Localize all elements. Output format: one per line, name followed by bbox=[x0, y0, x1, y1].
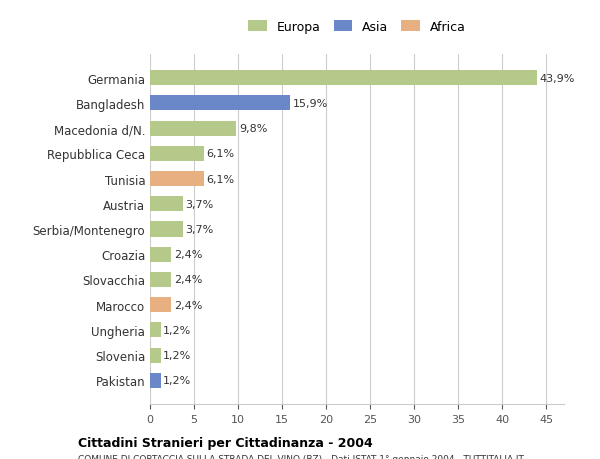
Bar bbox=[150, 297, 171, 313]
Bar bbox=[150, 146, 204, 162]
Bar bbox=[150, 373, 161, 388]
Text: 1,2%: 1,2% bbox=[163, 350, 191, 360]
Bar bbox=[150, 272, 171, 287]
Bar bbox=[150, 222, 182, 237]
Bar bbox=[150, 172, 204, 187]
Bar bbox=[150, 197, 182, 212]
Text: 6,1%: 6,1% bbox=[206, 174, 235, 184]
Text: 43,9%: 43,9% bbox=[539, 73, 575, 84]
Text: 2,4%: 2,4% bbox=[174, 300, 202, 310]
Text: Cittadini Stranieri per Cittadinanza - 2004: Cittadini Stranieri per Cittadinanza - 2… bbox=[78, 436, 373, 449]
Text: 1,2%: 1,2% bbox=[163, 375, 191, 386]
Legend: Europa, Asia, Africa: Europa, Asia, Africa bbox=[244, 16, 470, 39]
Text: 15,9%: 15,9% bbox=[293, 99, 328, 109]
Bar bbox=[150, 247, 171, 262]
Text: 2,4%: 2,4% bbox=[174, 275, 202, 285]
Text: 1,2%: 1,2% bbox=[163, 325, 191, 335]
Text: 3,7%: 3,7% bbox=[185, 199, 214, 209]
Bar bbox=[150, 348, 161, 363]
Text: COMUNE DI CORTACCIA SULLA STRADA DEL VINO (BZ) - Dati ISTAT 1° gennaio 2004 - TU: COMUNE DI CORTACCIA SULLA STRADA DEL VIN… bbox=[78, 454, 524, 459]
Bar bbox=[150, 71, 536, 86]
Text: 9,8%: 9,8% bbox=[239, 124, 268, 134]
Bar bbox=[150, 121, 236, 136]
Bar bbox=[150, 96, 290, 111]
Text: 2,4%: 2,4% bbox=[174, 250, 202, 260]
Text: 3,7%: 3,7% bbox=[185, 224, 214, 235]
Bar bbox=[150, 323, 161, 338]
Text: 6,1%: 6,1% bbox=[206, 149, 235, 159]
